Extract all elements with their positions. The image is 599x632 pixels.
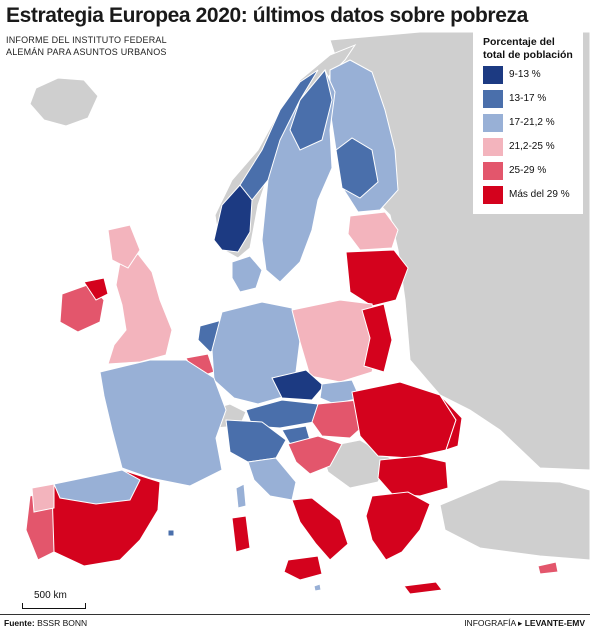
footer-divider	[0, 614, 590, 615]
portugal-north-region	[31, 483, 55, 513]
finland-east-region	[335, 137, 379, 199]
corsica-region	[235, 483, 247, 509]
map-subtitle: INFORME DEL INSTITUTO FEDERAL ALEMÁN PAR…	[6, 34, 167, 58]
moldova-border-region	[439, 394, 463, 451]
legend-label: 9-13 %	[509, 69, 541, 80]
croatia-region	[287, 435, 343, 475]
legend-swatch	[483, 138, 503, 156]
map-title: Estrategia Europea 2020: últimos datos s…	[6, 4, 528, 27]
footer-credit: INFOGRAFÍA ▸ LEVANTE-EMV	[464, 618, 585, 629]
credit-prefix: INFOGRAFÍA	[464, 618, 516, 628]
legend-item: Más del 29 %	[483, 186, 583, 204]
source-label: Fuente:	[4, 618, 35, 628]
sardinia-region	[231, 515, 251, 553]
denmark-region	[231, 255, 263, 293]
legend-swatch	[483, 114, 503, 132]
source-value: BSSR BONN	[37, 618, 88, 628]
legend-item: 13-17 %	[483, 90, 583, 108]
czechia-region	[271, 369, 325, 401]
norway-north-blue-region	[239, 69, 319, 201]
italy-south-region	[291, 497, 349, 561]
map-legend: Porcentaje del total de población 9-13 %…	[473, 30, 583, 214]
spain-north-region	[53, 469, 141, 505]
legend-title: Porcentaje del total de población	[483, 36, 583, 62]
europe-choropleth-map	[25, 31, 590, 595]
poland-east-region	[361, 303, 393, 373]
turkey-region	[439, 479, 590, 561]
poland-region	[291, 299, 381, 383]
crete-region	[403, 581, 443, 595]
subtitle-line-2: ALEMÁN PARA ASUNTOS URBANOS	[6, 47, 167, 57]
legend-swatch	[483, 162, 503, 180]
legend-title-line-1: Porcentaje del	[483, 36, 555, 48]
scale-bar-line	[22, 603, 86, 609]
eu-regions	[25, 59, 559, 595]
credit-arrow-icon: ▸	[518, 618, 523, 628]
footer-source: Fuente: BSSR BONN	[4, 618, 87, 628]
scale-label: 500 km	[34, 590, 67, 601]
legend-item: 21,2-25 %	[483, 138, 583, 156]
legend-label: Más del 29 %	[509, 189, 570, 200]
bulgaria-region	[377, 455, 449, 497]
greece-region	[365, 491, 431, 561]
legend-item: 9-13 %	[483, 66, 583, 84]
norway-west-dark-region	[213, 184, 253, 253]
azores-dot-region	[167, 529, 175, 537]
sicily-region	[283, 555, 323, 581]
legend-item: 25-29 %	[483, 162, 583, 180]
france-region	[99, 359, 227, 487]
sweden-north-region	[289, 68, 333, 151]
legend-swatch	[483, 186, 503, 204]
legend-label: 21,2-25 %	[509, 141, 555, 152]
legend-swatch	[483, 90, 503, 108]
northern-ireland-region	[83, 277, 109, 301]
italy-center-region	[247, 457, 297, 501]
legend-label: 17-21,2 %	[509, 117, 555, 128]
estonia-latvia-region	[347, 211, 399, 251]
legend-title-line-2: total de población	[483, 49, 573, 61]
malta-region	[313, 583, 322, 592]
scale-bar: 500 km	[22, 590, 142, 612]
credit-brand: LEVANTE-EMV	[524, 618, 585, 628]
legend-label: 25-29 %	[509, 165, 547, 176]
subtitle-line-1: INFORME DEL INSTITUTO FEDERAL	[6, 35, 167, 45]
iceland-region	[29, 77, 99, 127]
lithuania-region	[345, 249, 409, 307]
legend-item: 17-21,2 %	[483, 114, 583, 132]
uk-region	[107, 253, 173, 365]
cyprus-region	[537, 561, 559, 575]
scotland-region	[107, 224, 141, 269]
legend-swatch	[483, 66, 503, 84]
legend-label: 13-17 %	[509, 93, 547, 104]
